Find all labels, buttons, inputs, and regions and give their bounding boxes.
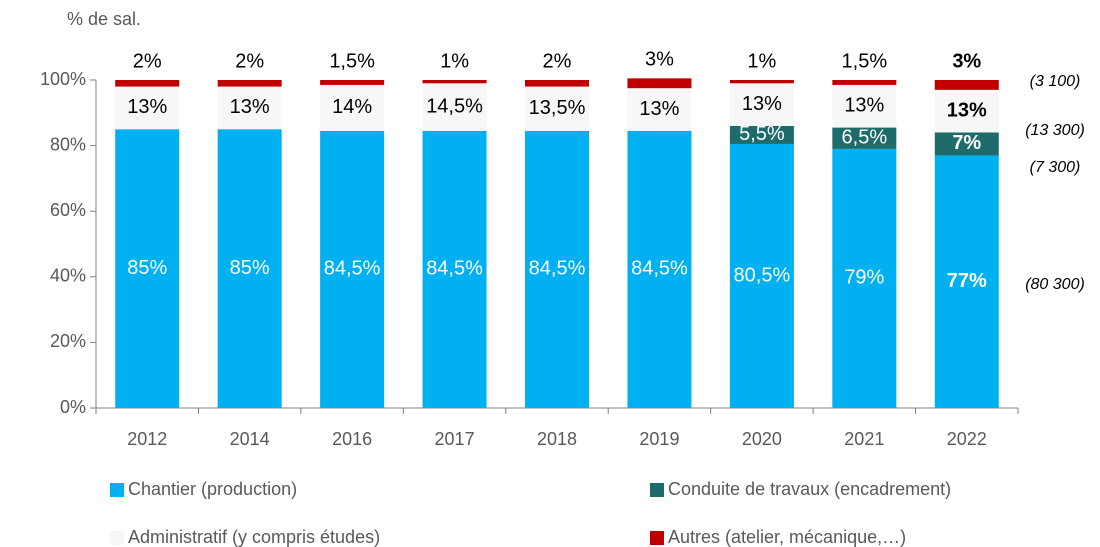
bar-segment bbox=[832, 84, 897, 128]
data-label: 2% bbox=[543, 50, 572, 72]
data-label: 79% bbox=[844, 267, 884, 289]
bar-segment bbox=[832, 80, 897, 85]
legend-label: Conduite de travaux (encadrement) bbox=[668, 479, 951, 499]
data-label: 1% bbox=[440, 50, 469, 72]
data-label: 13% bbox=[639, 98, 679, 120]
legend-swatch bbox=[650, 483, 664, 497]
bar-segment bbox=[217, 129, 282, 408]
y-tick-label: 40% bbox=[50, 266, 86, 286]
x-tick-label: 2021 bbox=[844, 429, 884, 449]
bar-segment bbox=[217, 80, 282, 87]
x-tick-label: 2014 bbox=[230, 429, 270, 449]
bar-segment bbox=[729, 80, 794, 84]
y-tick-label: 100% bbox=[40, 69, 86, 89]
data-label: 85% bbox=[230, 257, 270, 279]
x-tick-label: 2022 bbox=[947, 429, 987, 449]
bar-segment bbox=[934, 89, 999, 133]
data-label: 13% bbox=[844, 95, 884, 117]
bar-segment bbox=[627, 78, 692, 89]
bar-segment bbox=[832, 148, 897, 408]
x-tick-label: 2018 bbox=[537, 429, 577, 449]
data-label: 84,5% bbox=[426, 258, 483, 280]
data-label: 84,5% bbox=[631, 258, 688, 280]
data-label: 1,5% bbox=[329, 50, 375, 72]
annotation: (3 100) bbox=[1030, 73, 1081, 90]
annotation: (80 300) bbox=[1025, 276, 1085, 293]
bar-segment bbox=[217, 86, 282, 130]
y-axis-label: % de sal. bbox=[67, 9, 141, 29]
bar-segment bbox=[934, 155, 999, 408]
x-tick-label: 2019 bbox=[639, 429, 679, 449]
bar-segment bbox=[934, 80, 999, 90]
x-tick-label: 2012 bbox=[127, 429, 167, 449]
data-label: 6,5% bbox=[842, 127, 888, 149]
bar-segment bbox=[525, 86, 589, 131]
bar-segment bbox=[525, 130, 589, 408]
legend-swatch bbox=[650, 531, 664, 545]
data-label: 13% bbox=[742, 93, 782, 115]
data-label: 7% bbox=[952, 132, 981, 154]
bar-segment bbox=[627, 130, 692, 408]
x-tick-label: 2020 bbox=[742, 429, 782, 449]
bar-segment bbox=[525, 80, 589, 87]
data-label: 3% bbox=[952, 50, 981, 72]
bar-segment bbox=[729, 143, 794, 408]
legend-label: Administratif (y compris études) bbox=[128, 527, 380, 547]
data-label: 13% bbox=[230, 96, 270, 118]
bar-segment bbox=[422, 83, 487, 131]
data-label: 80,5% bbox=[734, 264, 791, 286]
bar-segment bbox=[115, 86, 180, 130]
bar-segment bbox=[934, 132, 999, 156]
data-label: 84,5% bbox=[529, 258, 586, 280]
legend-label: Chantier (production) bbox=[128, 479, 297, 499]
data-label: 1% bbox=[747, 50, 776, 72]
y-tick-label: 20% bbox=[50, 331, 86, 351]
data-label: 84,5% bbox=[324, 258, 381, 280]
bar-segment bbox=[320, 80, 385, 85]
bar-segment bbox=[627, 88, 692, 131]
bar-segment bbox=[422, 130, 487, 408]
y-tick-label: 80% bbox=[50, 134, 86, 154]
data-label: 13,5% bbox=[529, 97, 586, 119]
annotation: (13 300) bbox=[1025, 122, 1085, 139]
data-label: 14,5% bbox=[426, 95, 483, 117]
x-tick-label: 2017 bbox=[435, 429, 475, 449]
data-label: 13% bbox=[127, 96, 167, 118]
bar-segment bbox=[729, 125, 794, 144]
data-label: 2% bbox=[235, 50, 264, 72]
bar-segment bbox=[422, 80, 487, 84]
data-label: 85% bbox=[127, 257, 167, 279]
annotation: (7 300) bbox=[1030, 159, 1081, 176]
data-label: 5,5% bbox=[739, 123, 785, 145]
bar-segment bbox=[115, 129, 180, 408]
data-label: 3% bbox=[645, 49, 674, 71]
legend-label: Autres (atelier, mécanique,…) bbox=[668, 527, 906, 547]
data-label: 13% bbox=[947, 99, 987, 121]
data-label: 14% bbox=[332, 96, 372, 118]
bar-segment bbox=[320, 84, 385, 131]
bar-segment bbox=[320, 130, 385, 408]
bar-segment bbox=[832, 127, 897, 149]
legend-swatch bbox=[110, 483, 124, 497]
data-label: 2% bbox=[133, 50, 162, 72]
data-label: 1,5% bbox=[842, 50, 888, 72]
y-tick-label: 60% bbox=[50, 200, 86, 220]
data-label: 77% bbox=[947, 270, 987, 292]
y-tick-label: 0% bbox=[60, 397, 86, 417]
x-tick-label: 2016 bbox=[332, 429, 372, 449]
bar-segment bbox=[115, 80, 180, 87]
legend-swatch bbox=[110, 531, 124, 545]
bar-segment bbox=[729, 83, 794, 126]
